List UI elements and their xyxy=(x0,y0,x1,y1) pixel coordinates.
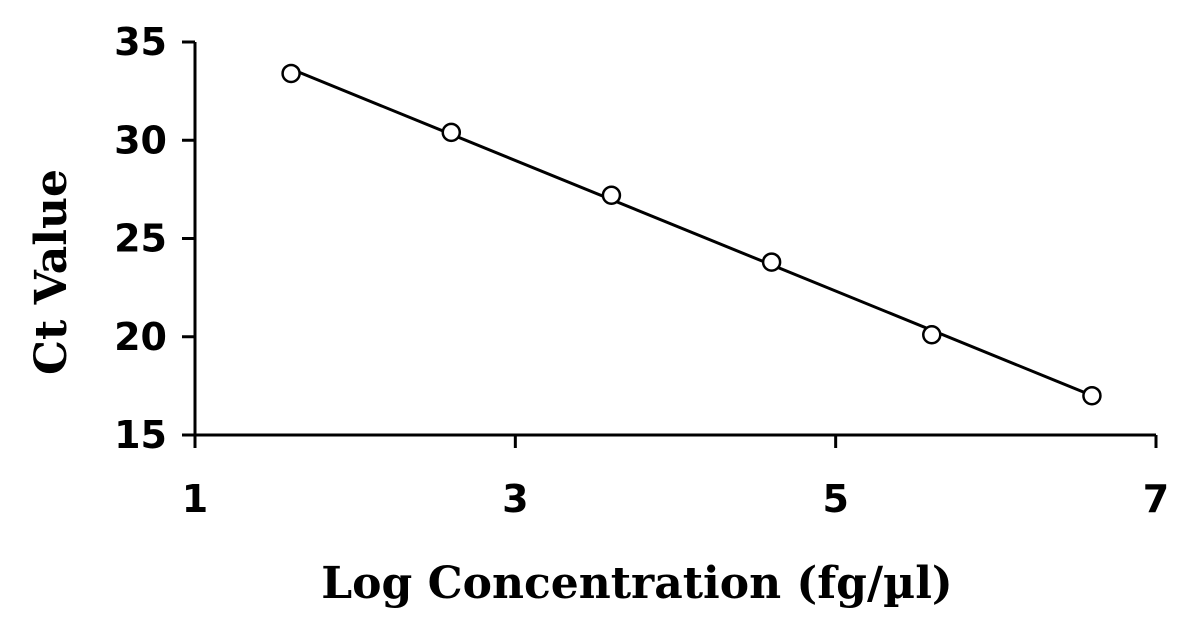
y-tick-label: 30 xyxy=(114,118,167,162)
x-tick-label: 1 xyxy=(182,477,208,521)
y-tick-label: 15 xyxy=(114,413,167,457)
data-points xyxy=(281,63,1102,406)
data-point xyxy=(1082,385,1102,406)
y-ticks: 15 20 25 30 35 xyxy=(114,20,195,457)
data-point xyxy=(601,185,622,206)
y-tick-label: 35 xyxy=(114,20,167,64)
trend-line xyxy=(290,67,1093,397)
data-point xyxy=(281,63,301,84)
x-axis-title: Log Concentration (fg/µl) xyxy=(321,558,953,609)
data-point xyxy=(761,252,782,272)
x-ticks: 1 3 5 7 xyxy=(182,435,1169,521)
data-point xyxy=(922,325,942,345)
data-point xyxy=(441,122,462,143)
x-tick-label: 5 xyxy=(822,477,848,521)
y-tick-label: 20 xyxy=(114,315,167,359)
y-tick-label: 25 xyxy=(114,217,167,261)
x-tick-label: 7 xyxy=(1143,477,1169,521)
y-axis-title: Ct Value xyxy=(26,169,77,375)
x-tick-label: 3 xyxy=(502,477,528,521)
